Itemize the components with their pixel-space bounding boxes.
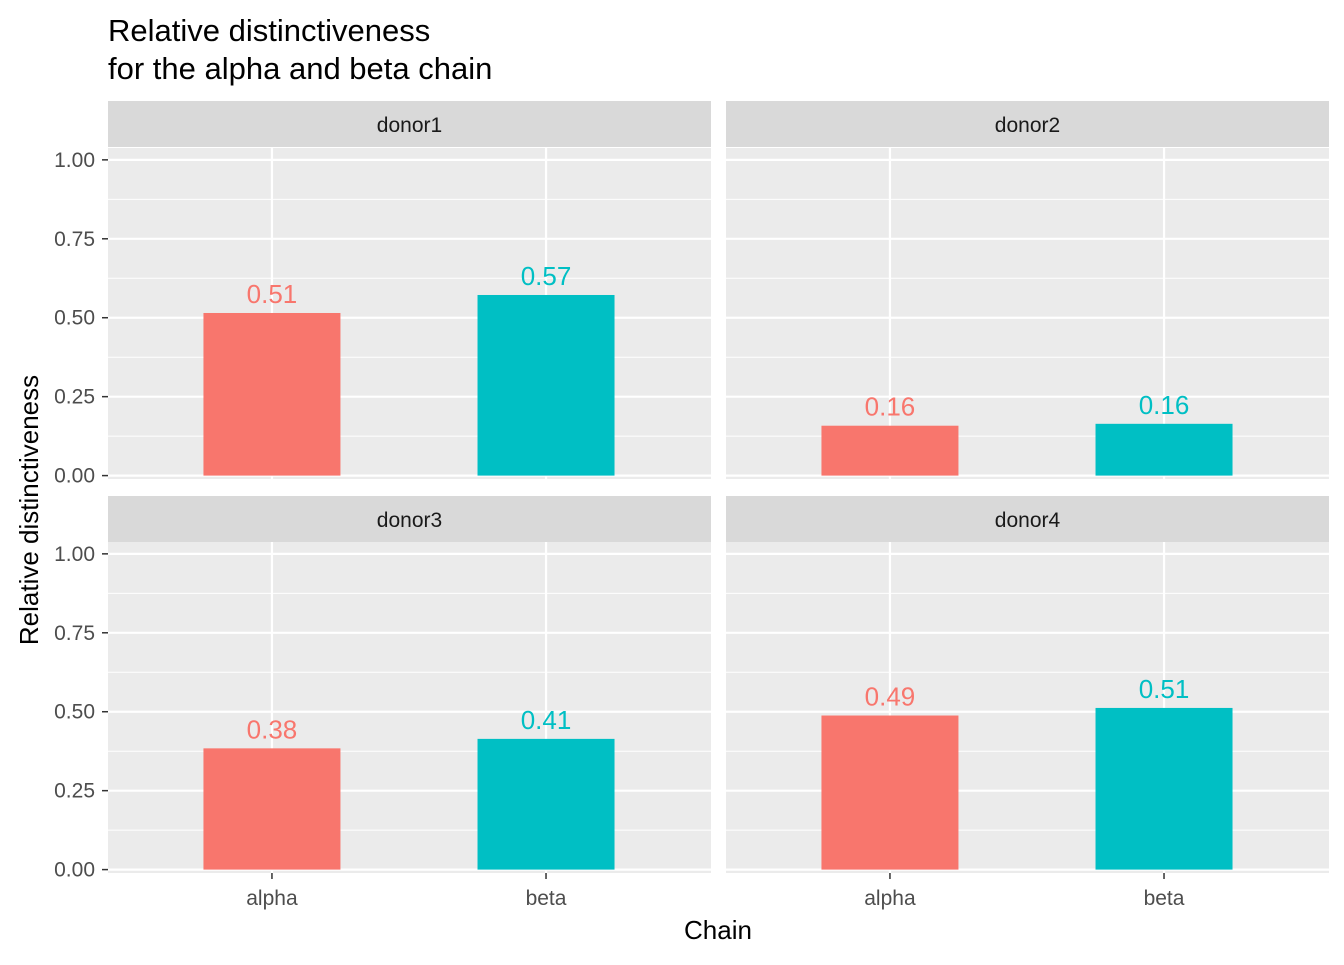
x-tick-label: alpha — [246, 887, 298, 910]
facet-strip-label: donor4 — [995, 509, 1061, 532]
panel-background — [108, 148, 711, 479]
facet-panel-donor4: donor4 0.49 0.51 alpha beta — [726, 496, 1329, 910]
facet-panels: donor1 0.51 0.57 0.00 0.25 0.50 0.75 1.00 donor2… — [54, 101, 1329, 910]
x-tick-label: beta — [526, 887, 567, 910]
x-tick-label: alpha — [864, 887, 916, 910]
facet-strip — [108, 101, 711, 147]
y-tick-label: 0.25 — [54, 386, 95, 409]
data-label-donor1-beta: 0.57 — [521, 261, 572, 291]
bar-donor2-alpha — [821, 425, 959, 476]
data-label-donor4-alpha: 0.49 — [865, 682, 916, 712]
facet-strip-label: donor2 — [995, 114, 1060, 137]
data-label-donor1-alpha: 0.51 — [247, 279, 298, 309]
facet-strip-label: donor1 — [377, 114, 442, 137]
facet-strip — [726, 101, 1329, 147]
bar-donor3-alpha — [203, 748, 341, 870]
facet-panel-donor3: donor3 0.38 0.41 0.00 0.25 0.50 0.75 1.00 alpha b… — [54, 496, 711, 910]
data-label-donor3-beta: 0.41 — [521, 705, 572, 735]
bar-donor3-beta — [477, 738, 615, 870]
y-tick-label: 1.00 — [54, 543, 95, 566]
y-tick-label: 0.50 — [54, 701, 95, 724]
bar-donor4-alpha — [821, 715, 959, 870]
chart-title-line-2: for the alpha and beta chain — [108, 51, 492, 86]
bar-donor1-beta — [477, 294, 615, 476]
bar-donor2-beta — [1095, 423, 1233, 476]
facet-strip-label: donor3 — [377, 509, 442, 532]
bar-donor4-beta — [1095, 707, 1233, 870]
y-tick-label: 0.00 — [54, 465, 95, 488]
y-tick-label: 0.75 — [54, 622, 95, 645]
y-tick-label: 0.50 — [54, 307, 95, 330]
facet-panel-donor1: donor1 0.51 0.57 0.00 0.25 0.50 0.75 1.00 — [54, 101, 711, 488]
panel-background — [726, 148, 1329, 479]
chart-title-line-1: Relative distinctiveness — [108, 13, 430, 48]
y-tick-label: 0.75 — [54, 228, 95, 251]
y-tick-label: 0.25 — [54, 780, 95, 803]
facet-strip — [726, 496, 1329, 542]
facet-strip — [108, 496, 711, 542]
panel-background — [108, 542, 711, 873]
y-tick-label: 0.00 — [54, 859, 95, 882]
data-label-donor2-beta: 0.16 — [1139, 390, 1190, 420]
x-tick-label: beta — [1144, 887, 1185, 910]
bar-donor1-alpha — [203, 312, 341, 476]
facet-panel-donor2: donor2 0.16 0.16 — [726, 101, 1329, 479]
data-label-donor4-beta: 0.51 — [1139, 674, 1190, 704]
data-label-donor2-alpha: 0.16 — [865, 392, 916, 422]
data-label-donor3-alpha: 0.38 — [247, 714, 298, 744]
y-tick-label: 1.00 — [54, 149, 95, 172]
x-axis-title: Chain — [684, 915, 752, 945]
panel-background — [726, 542, 1329, 873]
y-axis-title: Relative distinctiveness — [14, 375, 44, 645]
